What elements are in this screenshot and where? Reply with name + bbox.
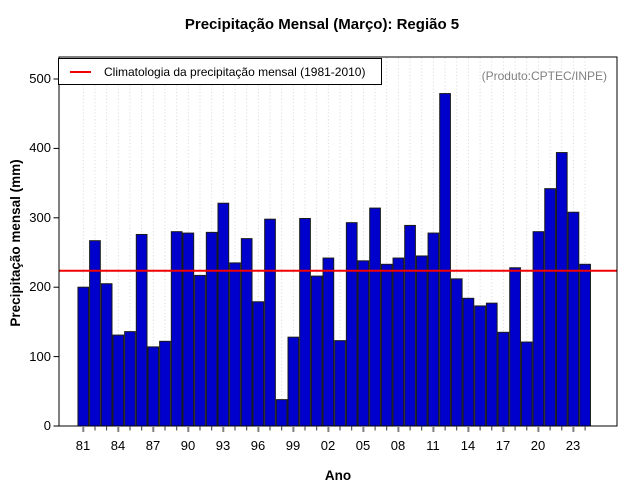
bar-01: [310, 275, 323, 427]
x-tick-label: 11: [426, 438, 440, 453]
legend-label: Climatologia da precipitação mensal (198…: [104, 64, 366, 79]
x-tick-label: 17: [495, 438, 511, 453]
bar-02: [322, 257, 335, 427]
bar-21: [544, 188, 556, 427]
x-tick-label: 90: [180, 438, 196, 453]
bar-83: [100, 283, 113, 427]
chart-title: Precipitação Mensal (Março): Região 5: [184, 16, 460, 33]
bar-82: [89, 240, 101, 427]
bar-95: [240, 238, 253, 427]
bar-18: [509, 267, 521, 427]
bar-84: [112, 334, 125, 427]
bar-97: [264, 218, 276, 427]
bar-14: [462, 297, 475, 427]
legend-line-swatch: [70, 70, 91, 73]
bar-16: [485, 302, 498, 427]
bar-06: [369, 207, 381, 427]
x-tick-label: 14: [460, 438, 476, 453]
y-tick-label: 500: [29, 71, 51, 86]
bar-85: [124, 331, 136, 427]
bar-89: [170, 231, 183, 427]
y-tick-label: 0: [43, 418, 51, 433]
x-axis-label: Ano: [324, 468, 352, 483]
x-tick-label: 99: [285, 438, 301, 453]
legend: Climatologia da precipitação mensal (198…: [58, 58, 382, 85]
bar-15: [474, 305, 486, 427]
bar-03: [334, 340, 346, 427]
x-tick-label: 84: [110, 438, 126, 453]
plot-border: [58, 56, 618, 427]
x-tick-label: 81: [75, 438, 91, 453]
bar-86: [135, 233, 148, 427]
bar-11: [427, 232, 440, 427]
bar-99: [287, 336, 300, 427]
x-tick-label: 93: [215, 438, 231, 453]
bar-07: [380, 263, 393, 427]
credit-note: (Produto:CPTEC/INPE): [481, 69, 607, 83]
bar-91: [194, 274, 206, 427]
x-tick-label: 87: [145, 438, 161, 453]
bar-81: [77, 286, 90, 427]
bar-12: [439, 93, 451, 427]
bar-13: [450, 278, 463, 427]
bar-19: [520, 341, 533, 427]
x-tick-label: 08: [390, 438, 406, 453]
bar-04: [345, 222, 358, 427]
bar-22: [555, 152, 568, 427]
bar-92: [205, 231, 218, 427]
bar-98: [275, 399, 288, 427]
bar-23: [567, 211, 580, 427]
y-tick-label: 100: [29, 349, 51, 364]
bar-09: [404, 224, 416, 427]
y-tick-label: 200: [29, 279, 51, 294]
x-tick-label: 02: [320, 438, 336, 453]
bar-24: [579, 263, 591, 427]
bar-94: [229, 262, 241, 427]
bar-90: [182, 232, 195, 427]
x-tick-label: 05: [355, 438, 371, 453]
bar-00: [299, 217, 311, 427]
bar-08: [392, 257, 405, 427]
bar-93: [217, 202, 230, 427]
x-tick-label: 23: [565, 438, 581, 453]
y-tick-label: 300: [29, 210, 51, 225]
bar-88: [159, 340, 171, 427]
bar-10: [415, 255, 428, 427]
bar-05: [357, 260, 370, 427]
y-axis-label: Precipitação mensal (mm): [8, 159, 23, 327]
bar-17: [497, 331, 510, 427]
x-tick-label: 96: [250, 438, 266, 453]
bar-96: [252, 301, 265, 427]
bar-87: [147, 346, 160, 427]
x-tick-label: 20: [530, 438, 546, 453]
y-tick-label: 400: [29, 140, 51, 155]
bar-20: [532, 231, 545, 427]
